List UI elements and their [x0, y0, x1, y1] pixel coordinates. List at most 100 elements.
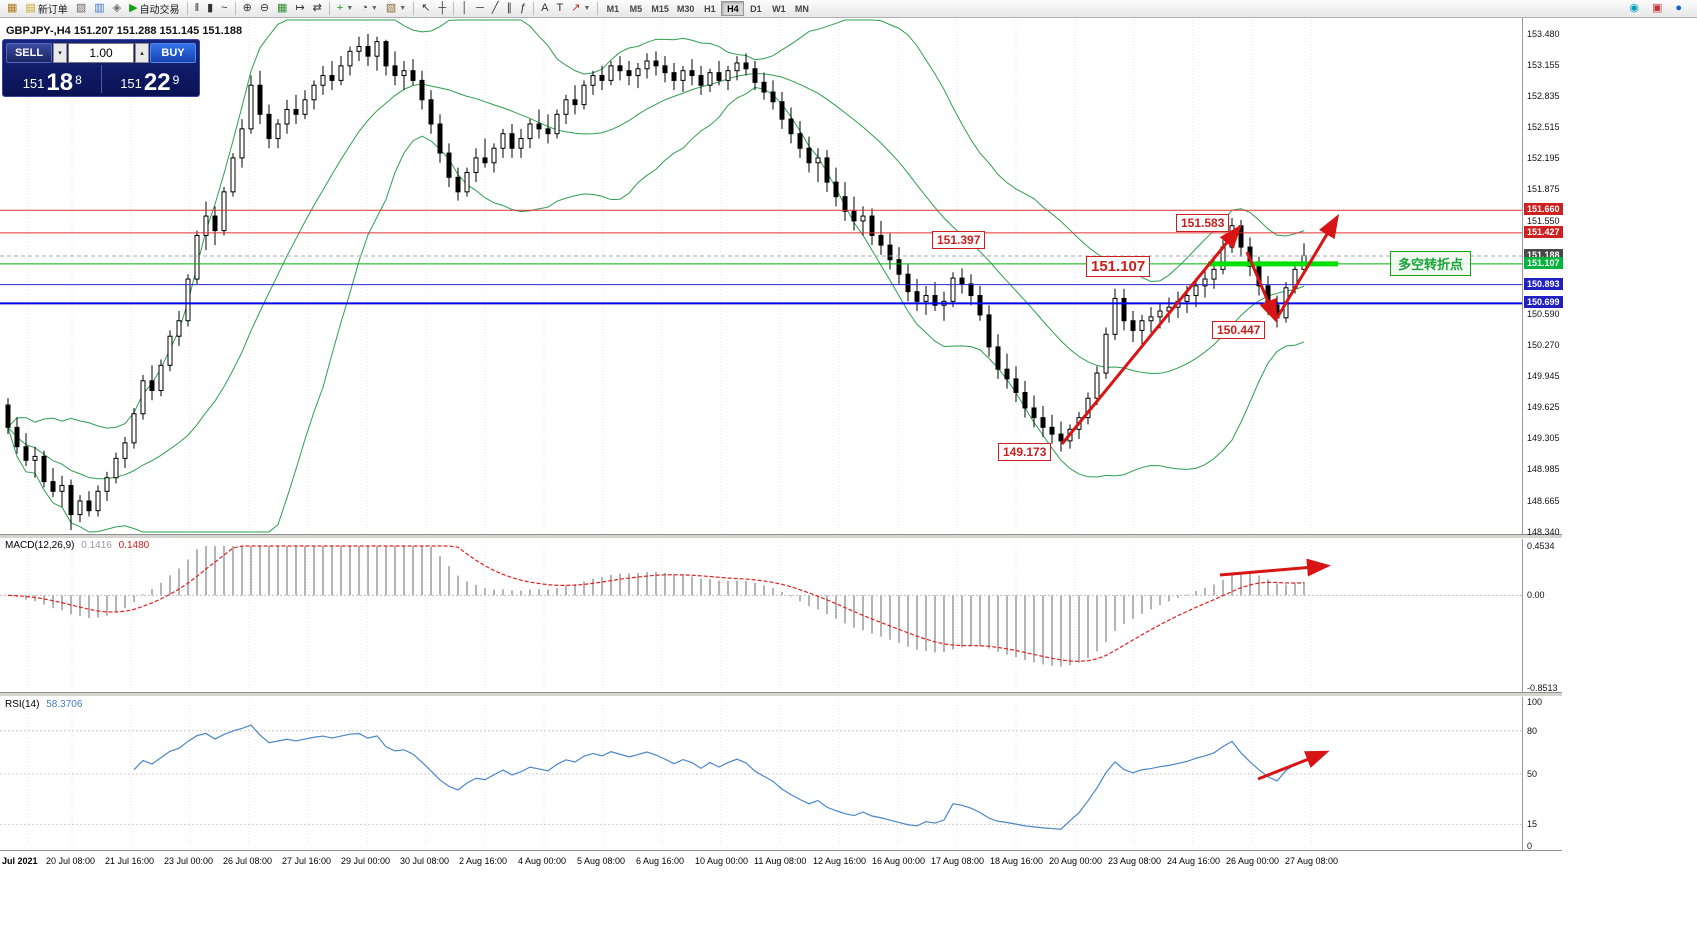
bar-chart-icon: ‖: [194, 2, 200, 14]
chart-shift-button[interactable]: ⇄: [309, 1, 326, 17]
rsi-axis-label: 100: [1527, 697, 1543, 707]
new-chart-button[interactable]: ▦: [3, 1, 21, 17]
auto-scroll-button[interactable]: ↦: [291, 1, 308, 17]
templates-button[interactable]: ▧ ▼: [382, 1, 410, 17]
bearish-candle: [977, 295, 983, 316]
bollinger-middle-band: [7, 73, 1305, 480]
horizontal-line-button[interactable]: ─: [472, 1, 488, 17]
candlestick-chart-icon: ▮: [207, 2, 214, 14]
bearish-candle: [437, 123, 443, 154]
bollinger-lower-band: [7, 86, 1305, 533]
volume-input[interactable]: [68, 43, 134, 63]
bearish-candle: [896, 259, 902, 275]
volume-down-button[interactable]: ▾: [53, 43, 67, 63]
bullish-candle: [104, 477, 110, 492]
chart-profile-button[interactable]: ▧: [72, 1, 90, 17]
bullish-candle: [203, 215, 209, 236]
new-order-button[interactable]: ▤ 新订单: [21, 1, 71, 17]
cursor-button[interactable]: ↖: [417, 1, 434, 17]
bullish-candle: [167, 335, 173, 366]
bearish-candle: [419, 79, 425, 101]
notifications-icon[interactable]: ●: [1671, 1, 1686, 17]
line-chart-button[interactable]: ~: [217, 1, 231, 17]
navigator-button[interactable]: ◈: [109, 1, 125, 17]
buy-button[interactable]: BUY: [150, 43, 196, 63]
timeframe-w1-button[interactable]: W1: [767, 1, 790, 16]
rsi-label: RSI(14): [5, 699, 40, 710]
bearish-candle: [536, 123, 542, 130]
market-button[interactable]: ▣: [1648, 1, 1666, 17]
price-badge: 150.699: [1524, 296, 1563, 309]
templates-icon: ▧: [385, 2, 397, 14]
bullish-candle: [1193, 285, 1199, 297]
bullish-candle: [230, 157, 236, 193]
bullish-candle: [527, 123, 533, 140]
channel-button[interactable]: ∥: [503, 1, 517, 17]
arrows-button[interactable]: ↗ ▼: [567, 1, 594, 17]
timeframe-mn-button[interactable]: MN: [790, 1, 813, 16]
trendline-button[interactable]: ╱: [488, 1, 503, 17]
timeframe-m15-button[interactable]: M15: [647, 1, 673, 16]
zoom-in-button[interactable]: ⊕: [239, 1, 256, 17]
autotrading-button[interactable]: ▶ 自动交易: [125, 1, 183, 17]
zoom-out-button[interactable]: ⊖: [256, 1, 273, 17]
timeframe-m1-button[interactable]: M1: [601, 1, 624, 16]
macd-panel-splitter[interactable]: [0, 534, 1562, 539]
candlestick-chart-button[interactable]: ▮: [203, 1, 217, 17]
community-icon: ◉: [1629, 2, 1639, 14]
bearish-candle: [932, 295, 938, 306]
time-axis-label: 20 Jul 08:00: [46, 856, 96, 866]
indicators-button[interactable]: + ▼: [333, 1, 357, 17]
time-axis-label: 30 Jul 08:00: [400, 856, 450, 866]
rsi-panel-splitter[interactable]: [0, 692, 1562, 697]
tile-windows-button[interactable]: ▦: [273, 1, 291, 17]
bullish-candle: [1094, 372, 1100, 399]
time-axis-label: 16 Aug 00:00: [872, 856, 926, 866]
vertical-line-button[interactable]: │: [457, 1, 472, 17]
price-axis-label: 148.340: [1527, 527, 1560, 537]
fibonacci-button[interactable]: ƒ: [516, 1, 530, 17]
crosshair-button[interactable]: ┼: [434, 1, 450, 17]
bullish-candle: [347, 50, 353, 67]
time-axis-label: 26 Jul 08:00: [223, 856, 273, 866]
time-axis-label: 21 Jul 16:00: [105, 856, 155, 866]
bearish-candle: [752, 68, 758, 83]
bullish-candle: [275, 123, 281, 140]
price-axis-label: 148.665: [1527, 495, 1560, 506]
community-button[interactable]: ◉: [1625, 1, 1643, 17]
bearish-candle: [1049, 426, 1055, 435]
bearish-candle: [428, 99, 434, 125]
label-button[interactable]: T: [552, 1, 567, 17]
buy-price[interactable]: 151 22 9: [104, 70, 197, 94]
trend-arrow[interactable]: [1060, 224, 1242, 445]
timeframe-m5-button[interactable]: M5: [624, 1, 647, 16]
trend-arrow[interactable]: [1219, 558, 1331, 577]
horizontal-line-icon: ─: [476, 2, 484, 14]
periods-button[interactable]: ◔ ▼: [357, 1, 382, 17]
time-axis-label: 20 Aug 00:00: [1049, 856, 1103, 866]
price-quotes: 151 18 8 151 22 9: [6, 65, 196, 94]
trend-arrow[interactable]: [1275, 213, 1340, 319]
rsi-value: 58.3706: [46, 699, 83, 710]
bullish-candle: [644, 60, 650, 70]
timeframe-d1-button[interactable]: D1: [744, 1, 767, 16]
sell-button[interactable]: SELL: [6, 43, 52, 63]
bearish-candle: [1013, 378, 1019, 393]
trend-arrow[interactable]: [1245, 251, 1278, 324]
bullish-candle: [860, 215, 866, 222]
timeframe-m30-button[interactable]: M30: [673, 1, 699, 16]
bearish-candle: [1004, 368, 1010, 380]
bullish-candle: [554, 113, 560, 135]
timeframe-h1-button[interactable]: H1: [698, 1, 721, 16]
timeframe-h4-button[interactable]: H4: [721, 1, 745, 16]
data-window-button[interactable]: ▥: [90, 1, 108, 17]
trend-arrow[interactable]: [1257, 750, 1330, 781]
bullish-candle: [1202, 278, 1208, 287]
bullish-candle: [608, 65, 614, 81]
bearish-candle: [671, 72, 677, 81]
sell-price[interactable]: 151 18 8: [6, 70, 99, 94]
text-button[interactable]: A: [537, 1, 552, 17]
volume-up-button[interactable]: ▴: [135, 43, 149, 63]
bar-chart-button[interactable]: ‖: [191, 1, 204, 17]
